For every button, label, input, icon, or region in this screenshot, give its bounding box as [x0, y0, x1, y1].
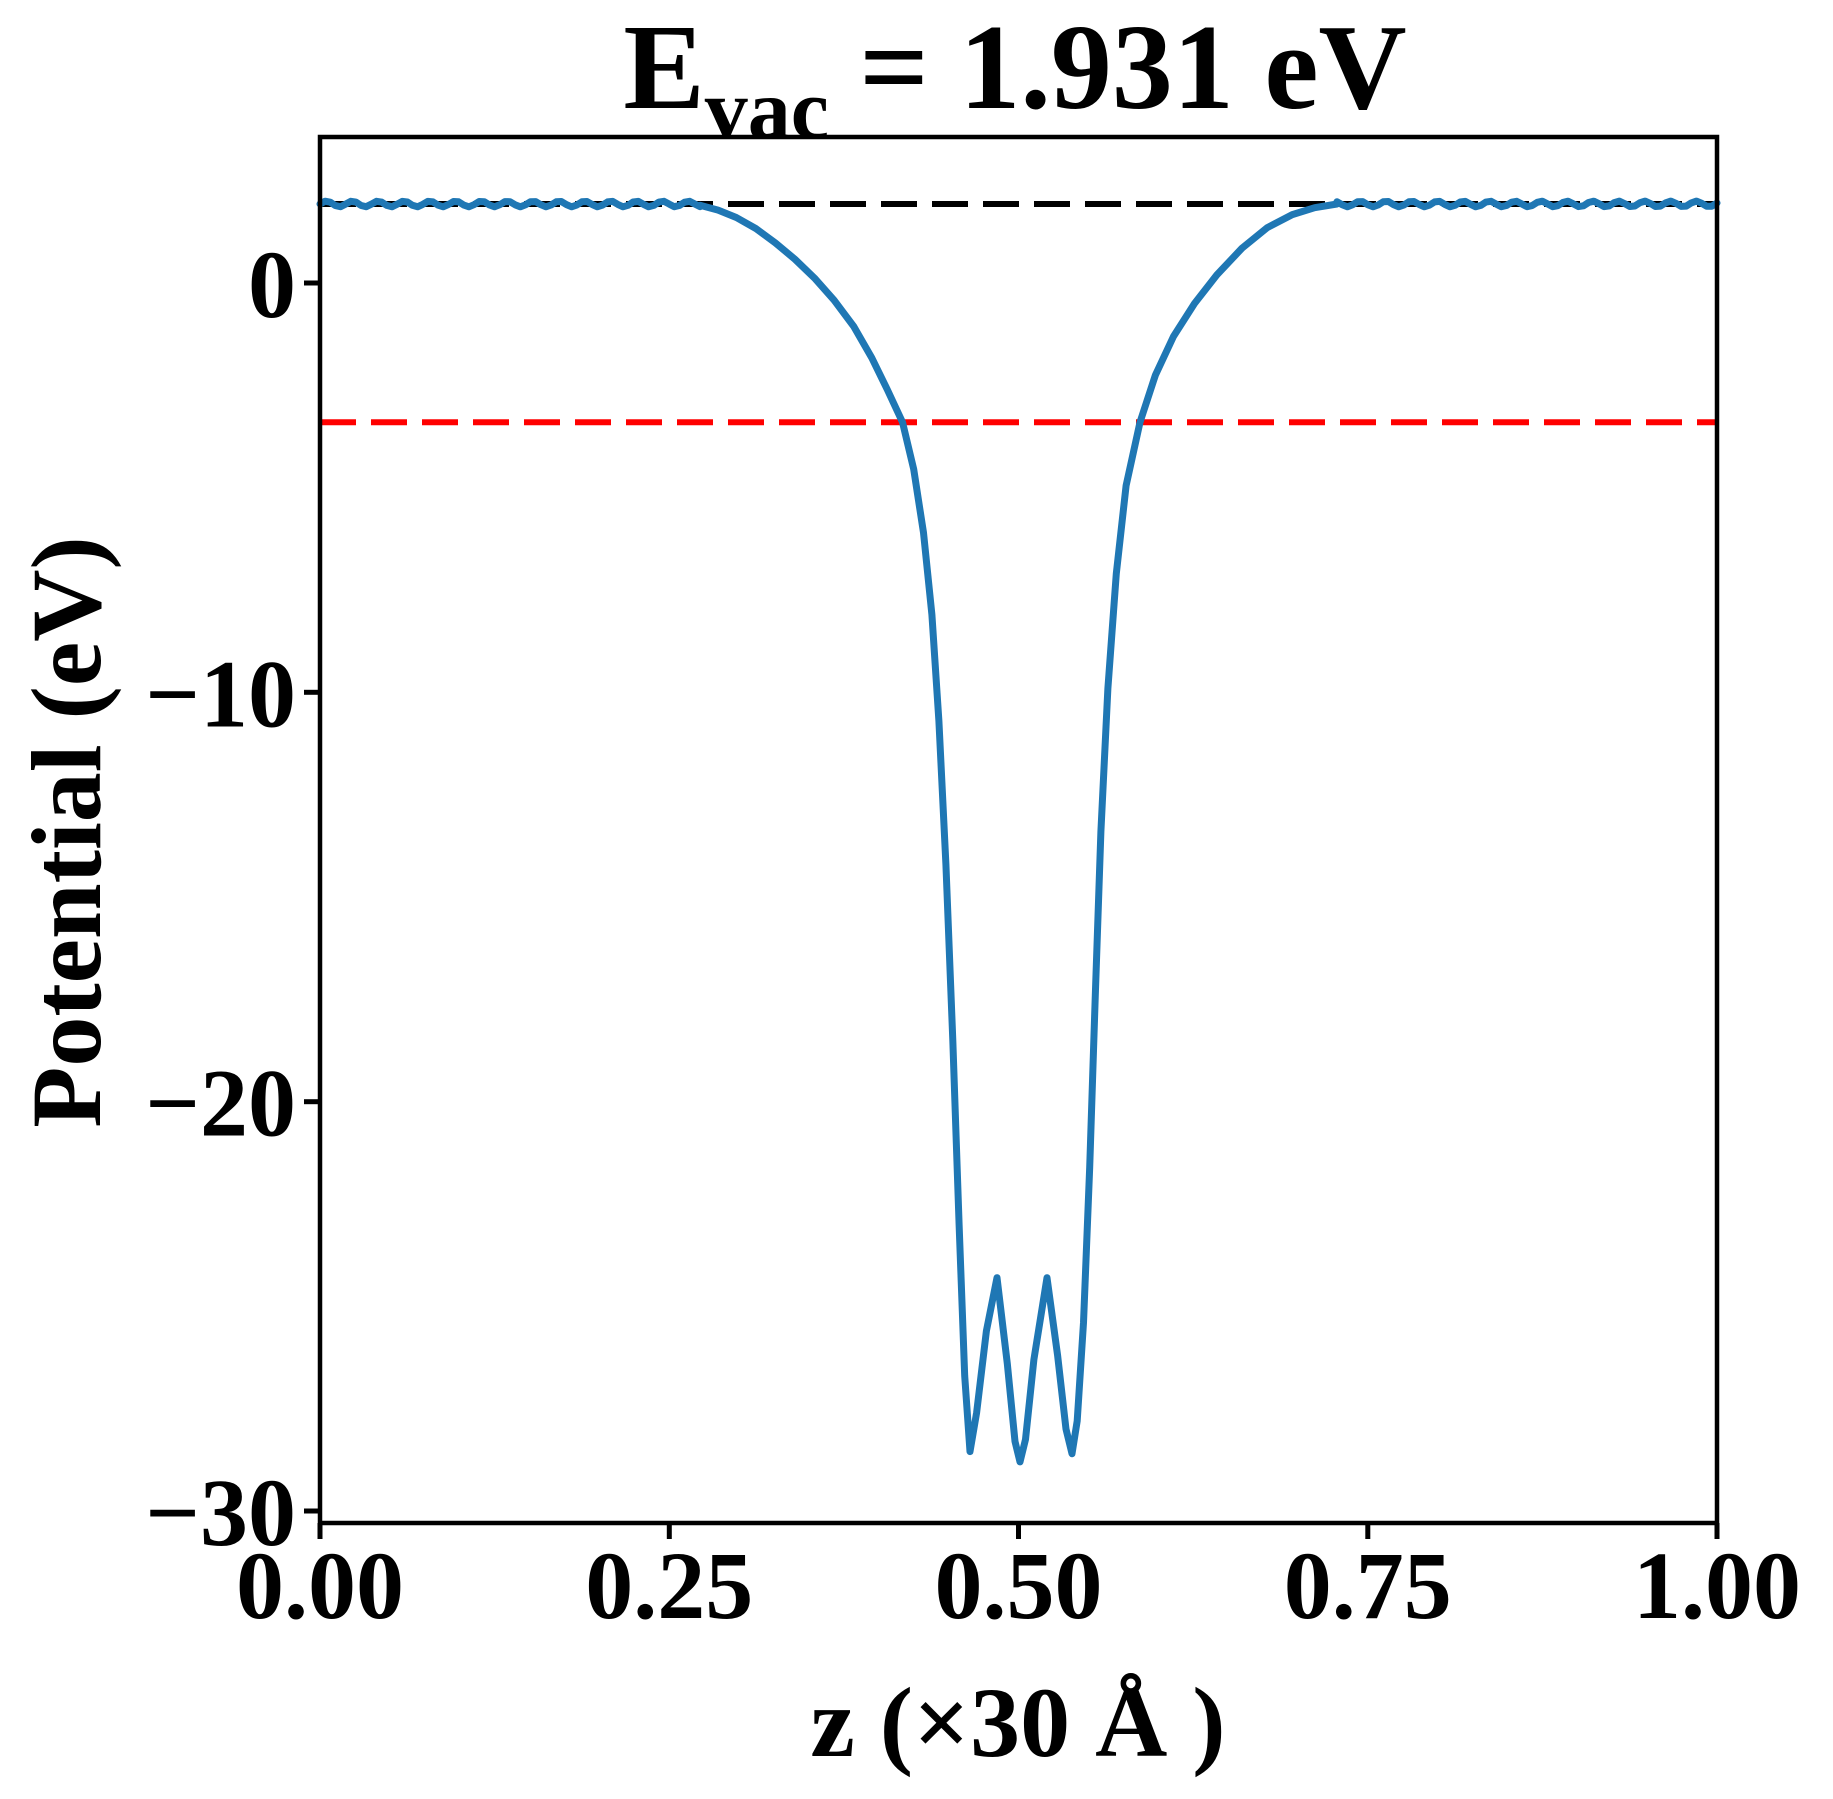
chart-title: Evac = 1.931 eV — [623, 0, 1406, 157]
title-value: = 1.931 eV — [829, 0, 1407, 135]
potential-curve — [316, 197, 1721, 1466]
x-tick-label: 0.25 — [585, 1532, 753, 1639]
title-subscript: vac — [705, 61, 829, 157]
x-tick-label: 0.50 — [935, 1532, 1103, 1639]
y-tick-label: −30 — [145, 1459, 296, 1566]
x-tick-label: 1.00 — [1633, 1532, 1801, 1639]
plot-area — [320, 137, 1717, 1523]
x-tick-label: 0.75 — [1284, 1532, 1452, 1639]
y-tick-label: −20 — [145, 1050, 296, 1157]
x-axis-label: z (×30 Å ) — [810, 1667, 1225, 1778]
x-axis-ticks: 0.00 0.25 0.50 0.75 1.00 — [236, 1523, 1801, 1639]
title-base: E — [623, 0, 704, 135]
y-tick-label: −10 — [145, 640, 296, 747]
y-axis-ticks: 0 −10 −20 −30 — [145, 231, 320, 1566]
y-axis-label: Potential (eV) — [11, 536, 122, 1127]
x-tick-label: 0.00 — [236, 1532, 404, 1639]
y-tick-label: 0 — [248, 231, 296, 338]
